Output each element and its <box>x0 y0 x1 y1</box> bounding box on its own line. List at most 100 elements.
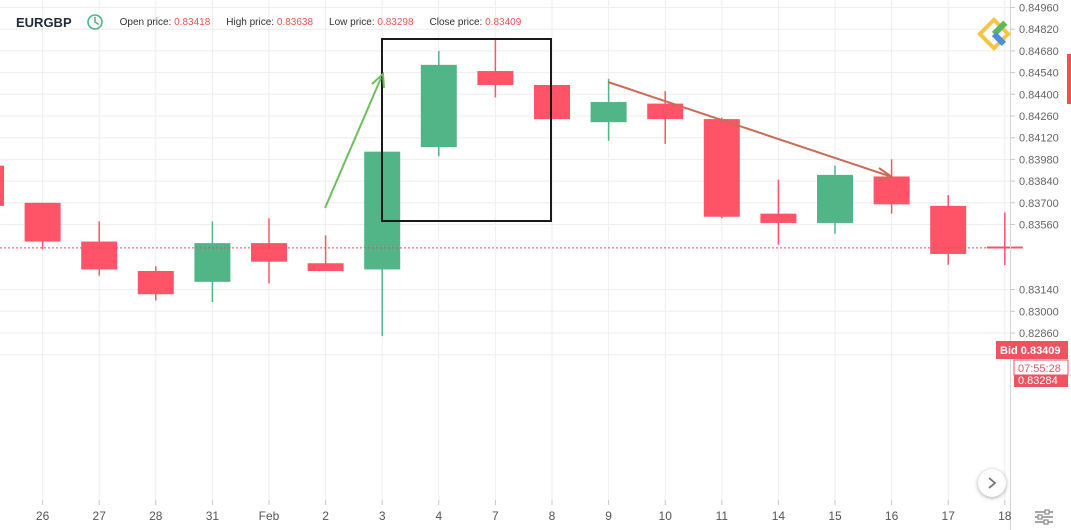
price-tick-label: 0.83700 <box>1019 198 1059 210</box>
time-tick-label: 14 <box>772 509 786 523</box>
price-tick-label: 0.84260 <box>1019 111 1059 123</box>
open-price-value: 0.83418 <box>174 16 211 28</box>
close-price-field: Close price: 0.83409 <box>430 17 522 28</box>
time-tick-label: 2 <box>322 509 329 523</box>
candle-18[interactable] <box>986 212 1023 266</box>
candle-body <box>81 241 118 270</box>
open-price-field: Open price: 0.83418 <box>120 17 211 28</box>
scroll-to-latest-button[interactable] <box>978 469 1006 497</box>
candle-10[interactable] <box>647 91 684 144</box>
price-tick-label: 0.82860 <box>1019 328 1059 340</box>
candle-11[interactable] <box>703 117 740 219</box>
low-price-value: 0.83298 <box>377 16 414 28</box>
candle-body <box>420 64 457 147</box>
time-tick-label: 26 <box>36 509 50 523</box>
time-tick-label: 31 <box>206 509 220 523</box>
annotation-layer <box>324 38 895 222</box>
price-tick-label: 0.84820 <box>1019 24 1059 36</box>
downtrend-arrow <box>607 81 893 178</box>
candle-body <box>930 205 967 254</box>
price-tick-label: 0.83980 <box>1019 154 1059 166</box>
price-tick-label: 0.83140 <box>1019 285 1059 297</box>
high-price-value: 0.83638 <box>276 16 314 28</box>
candle-body <box>24 202 61 242</box>
price-tick-label: 0.84540 <box>1019 68 1059 80</box>
time-axis-labels: 26 27 28 31 Feb 2 3 4 7 8 9 10 11 14 15 16 17 18 <box>36 500 1012 523</box>
candle-17[interactable] <box>930 195 967 265</box>
price-tick-label: 0.83000 <box>1019 306 1059 318</box>
low-price-field: Low price: 0.83298 <box>329 17 414 28</box>
time-tick-label: 11 <box>716 509 729 523</box>
open-price-label: Open price: <box>119 16 172 28</box>
time-tick-label: 15 <box>828 509 842 523</box>
partial-price-text: 0.83284 <box>1018 375 1058 387</box>
candle-Feb[interactable] <box>251 218 287 284</box>
time-tick-label: 28 <box>149 509 163 523</box>
countdown-text: 07:55:28 <box>1018 363 1061 375</box>
scale-edge-marker <box>1067 54 1071 104</box>
candle-body <box>137 271 174 295</box>
high-price-label: High price: <box>226 16 275 28</box>
downtrend-arrowhead <box>877 167 895 181</box>
close-price-label: Close price: <box>429 16 483 28</box>
candle-27[interactable] <box>81 221 118 276</box>
chart-header: EURGBP Open price: 0.83418 High price: 0… <box>0 0 1010 44</box>
highlight-box <box>381 38 552 222</box>
partial-price-badge <box>1014 373 1068 387</box>
candle-body <box>760 213 797 223</box>
candle-2[interactable] <box>307 235 344 271</box>
symbol-name[interactable]: EURGBP <box>16 14 72 30</box>
close-price-value: 0.83409 <box>485 16 522 28</box>
candle-31[interactable] <box>194 221 231 302</box>
price-tick-labels: 0.84960 0.84820 0.84680 0.84540 0.84400 0.842… <box>1010 3 1059 362</box>
countdown-badge <box>1013 359 1069 376</box>
brand-logo-icon <box>977 17 1011 51</box>
time-tick-label: 9 <box>605 509 612 523</box>
candle-26[interactable] <box>24 202 61 250</box>
candle-body <box>477 71 514 85</box>
candle-body <box>703 119 740 217</box>
time-tick-label: Feb <box>259 509 280 523</box>
time-tick-label: 10 <box>659 509 673 523</box>
candle-9[interactable] <box>590 78 627 141</box>
candle-body <box>194 243 231 282</box>
candle-14[interactable] <box>760 179 797 245</box>
candle-28[interactable] <box>137 266 174 301</box>
chevron-right-icon <box>988 477 997 489</box>
time-tick-label: 3 <box>379 509 386 523</box>
time-tick-label: 16 <box>885 509 899 523</box>
bid-price-badge <box>996 341 1068 359</box>
candle-25[interactable] <box>0 165 4 206</box>
uptrend-arrowhead <box>371 71 385 89</box>
price-tick-label: 0.84680 <box>1019 46 1059 58</box>
candle-body <box>647 103 684 120</box>
candle-body <box>307 263 344 271</box>
time-tick-label: 8 <box>549 509 556 523</box>
price-tick-label: 0.84120 <box>1019 133 1059 145</box>
time-tick-label: 17 <box>942 509 956 523</box>
candle-body <box>873 176 910 205</box>
candle-7[interactable] <box>477 40 514 98</box>
price-tick-label: 0.83560 <box>1019 220 1059 232</box>
price-tick-label: 0.84960 <box>1019 3 1059 15</box>
time-tick-label: 4 <box>435 509 442 523</box>
price-scale[interactable]: 0.84960 0.84820 0.84680 0.84540 0.84400 0.842… <box>996 0 1071 530</box>
time-tick-label: 7 <box>492 509 499 523</box>
price-tick-label: 0.84400 <box>1019 89 1059 101</box>
high-price-field: High price: 0.83638 <box>226 17 313 28</box>
uptrend-arrow <box>324 77 382 209</box>
candle-body <box>590 102 627 123</box>
price-tick-label: 0.83840 <box>1019 176 1059 188</box>
time-tick-label: 18 <box>998 509 1012 523</box>
candle-4[interactable] <box>420 50 457 157</box>
candle-body <box>251 243 287 262</box>
candle-15[interactable] <box>817 165 853 234</box>
clock-icon[interactable] <box>86 13 104 31</box>
settings-sliders-icon[interactable] <box>1033 508 1055 526</box>
low-price-label: Low price: <box>329 16 375 28</box>
candle-body <box>817 174 853 223</box>
candles-layer <box>0 40 1023 337</box>
bid-price-text: Bid 0.83409 <box>1000 345 1061 357</box>
candle-16[interactable] <box>873 159 910 214</box>
